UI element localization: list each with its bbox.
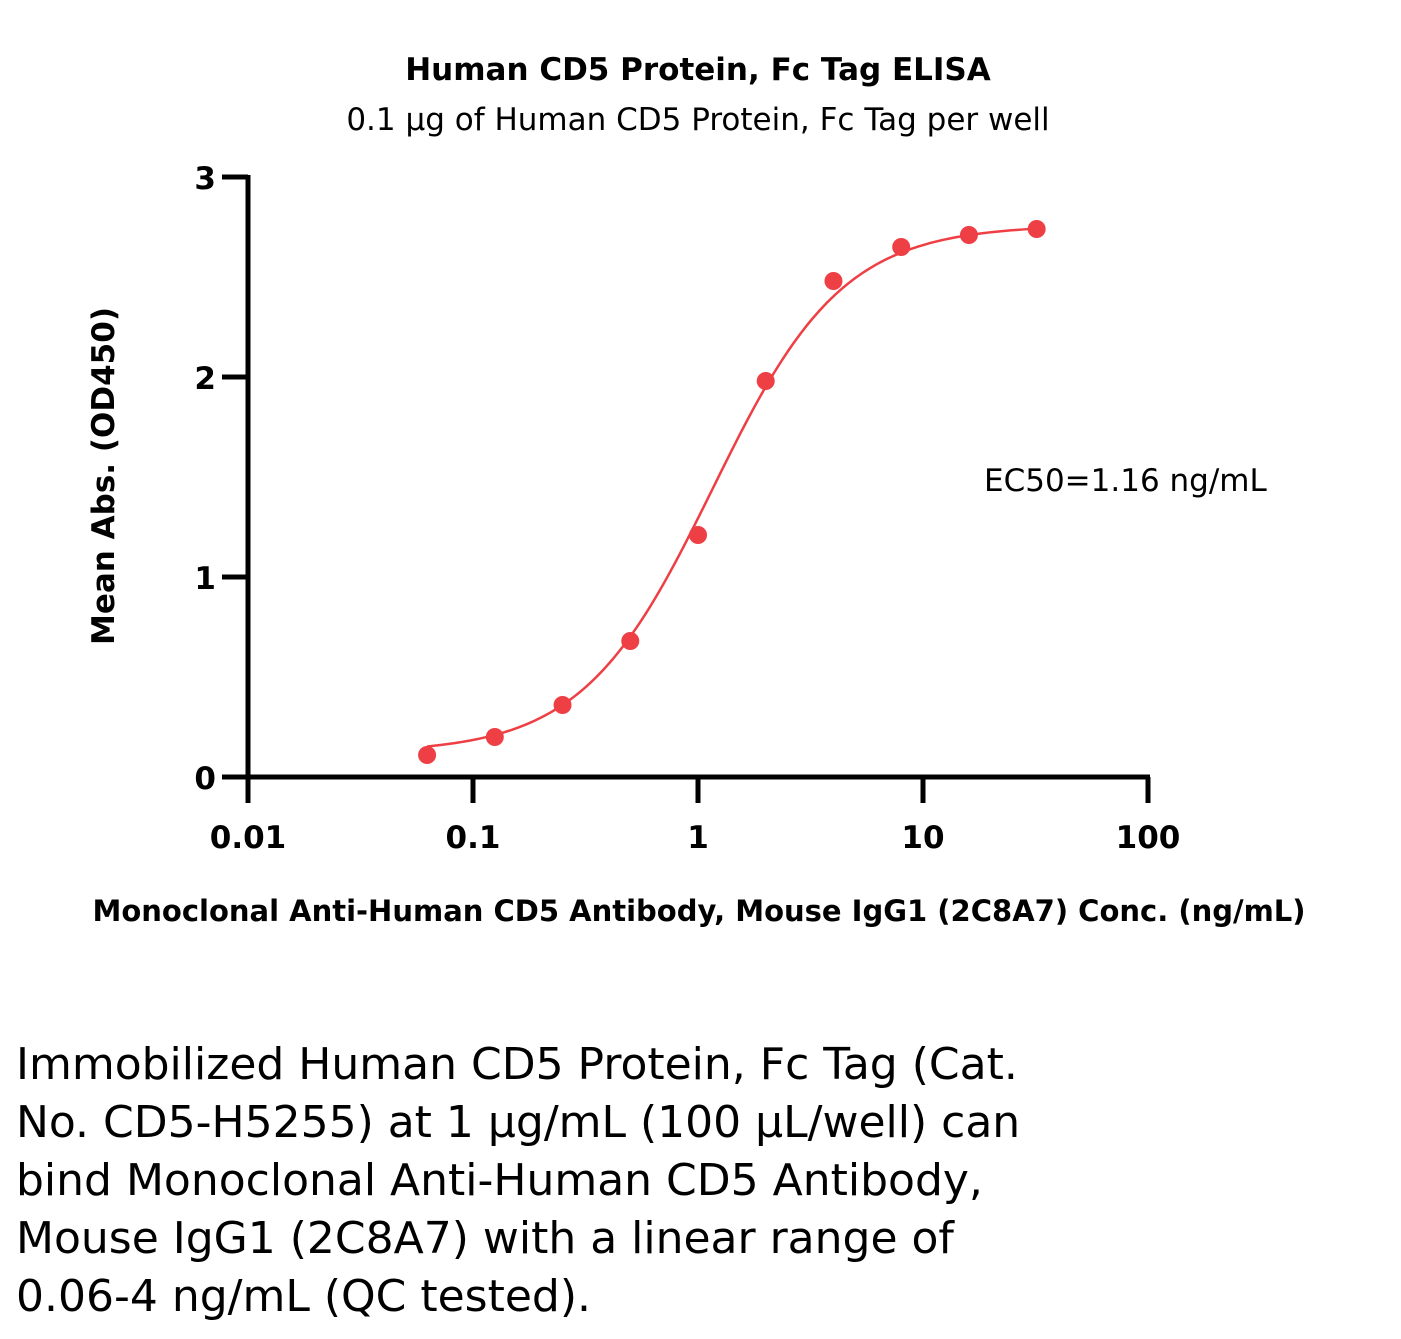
chart-title: Human CD5 Protein, Fc Tag ELISA <box>405 52 991 88</box>
x-tick-label: 1 <box>687 820 709 856</box>
data-point <box>824 272 843 290</box>
y-tick-label: 3 <box>194 161 216 197</box>
x-tick-label: 0.1 <box>446 820 501 856</box>
x-tick-label: 100 <box>1116 820 1181 856</box>
chart-subtitle: 0.1 µg of Human CD5 Protein, Fc Tag per … <box>346 102 1049 138</box>
elisa-chart: Human CD5 Protein, Fc Tag ELISA 0.1 µg o… <box>86 52 1306 928</box>
ec50-annotation: EC50=1.16 ng/mL <box>984 463 1267 499</box>
caption-line: No. CD5-H5255) at 1 µg/mL (100 µL/well) … <box>16 1097 1021 1148</box>
data-point <box>892 238 911 256</box>
x-tick-label: 10 <box>901 820 944 856</box>
x-tick-label: 0.01 <box>210 820 287 856</box>
caption-line: bind Monoclonal Anti-Human CD5 Antibody, <box>16 1155 983 1206</box>
data-point <box>756 372 775 390</box>
caption-line: Mouse IgG1 (2C8A7) with a linear range o… <box>16 1213 954 1264</box>
fit-curve <box>426 227 1037 748</box>
data-point <box>418 746 437 764</box>
y-tick-label: 0 <box>194 761 216 797</box>
data-point <box>553 696 572 714</box>
caption-line: Immobilized Human CD5 Protein, Fc Tag (C… <box>16 1039 1018 1090</box>
y-axis-label: Mean Abs. (OD450) <box>86 307 122 645</box>
x-ticks: 0.01 0.1 1 10 100 <box>210 777 1181 856</box>
data-point <box>485 728 504 746</box>
data-point <box>689 526 707 544</box>
data-points <box>418 220 1046 764</box>
y-tick-label: 2 <box>194 361 216 397</box>
figure-caption: Immobilized Human CD5 Protein, Fc Tag (C… <box>16 1036 1136 1326</box>
caption-line: 0.06-4 ng/mL (QC tested). <box>16 1271 591 1322</box>
x-axis-label: Monoclonal Anti-Human CD5 Antibody, Mous… <box>92 894 1305 928</box>
y-tick-label: 1 <box>194 561 216 597</box>
data-point <box>621 632 640 650</box>
y-ticks: 0 1 2 3 <box>194 161 248 797</box>
data-point <box>959 226 978 244</box>
data-point <box>1027 220 1046 238</box>
